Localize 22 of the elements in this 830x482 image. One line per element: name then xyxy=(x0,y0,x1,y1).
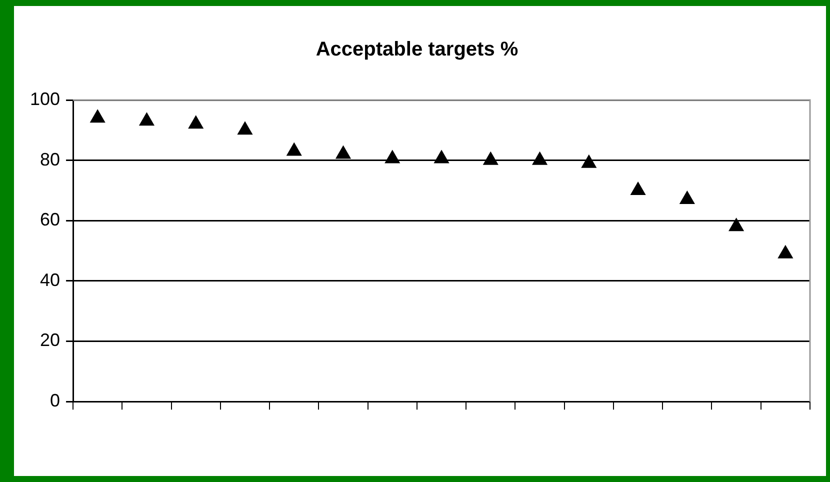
point xyxy=(532,152,548,165)
point xyxy=(188,116,204,129)
point xyxy=(139,112,154,126)
y-tick-label: 80 xyxy=(40,149,60,170)
y-tick-label: 0 xyxy=(50,390,60,411)
point xyxy=(90,110,106,123)
point xyxy=(581,154,596,168)
point xyxy=(434,150,449,164)
point xyxy=(680,191,695,204)
y-tick-label: 60 xyxy=(40,210,60,230)
point xyxy=(238,122,252,135)
y-tick-label: 100 xyxy=(30,88,60,109)
y-tick-label: 20 xyxy=(40,330,60,350)
point xyxy=(728,218,744,232)
chart-title: Acceptable targets % xyxy=(316,38,518,61)
point xyxy=(286,142,302,156)
point xyxy=(778,245,793,258)
point xyxy=(384,150,400,164)
point xyxy=(336,146,351,159)
y-tick-label: 40 xyxy=(40,270,60,290)
point xyxy=(483,152,498,165)
point xyxy=(630,182,646,195)
